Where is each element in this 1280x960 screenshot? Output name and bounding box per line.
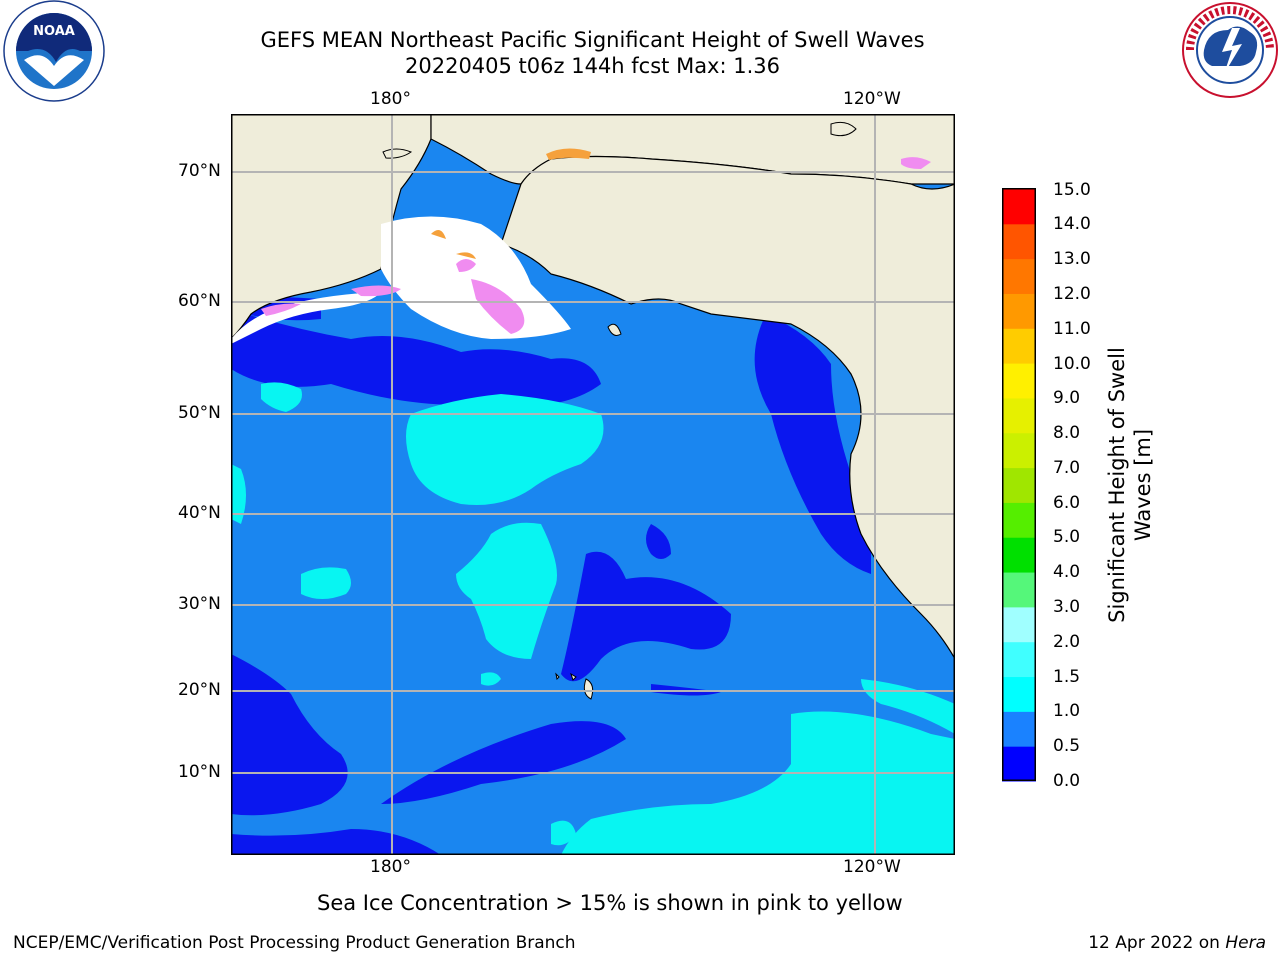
cbar-tick-0: 0.0 [1053, 771, 1081, 791]
colorbar-segment [1002, 328, 1036, 364]
cbar-tick-8: 8.0 [1053, 423, 1081, 443]
lat-label-20n: 20°N [178, 680, 221, 700]
cbar-tick-10: 10.0 [1053, 354, 1091, 374]
cbar-tick-1: 1.0 [1053, 701, 1081, 721]
sea-ice [261, 148, 931, 334]
colorbar [1002, 188, 1036, 782]
colorbar-segment [1002, 537, 1036, 573]
footer-date: 12 Apr 2022 on Hera [1088, 933, 1266, 953]
colorbar-segment [1002, 572, 1036, 608]
lon-label-top-120w: 120°W [843, 89, 901, 109]
lat-label-70n: 70°N [178, 161, 221, 181]
colorbar-segment [1002, 606, 1036, 643]
colorbar-segment [1002, 293, 1036, 329]
colorbar-segment [1002, 189, 1036, 225]
map-frame [231, 114, 955, 855]
cbar-tick-7: 7.0 [1053, 458, 1081, 478]
cbar-tick-13: 13.0 [1053, 249, 1091, 269]
lat-label-40n: 40°N [178, 503, 221, 523]
colorbar-segment [1002, 258, 1036, 294]
lat-label-30n: 30°N [178, 594, 221, 614]
high-wave-regions [231, 382, 955, 855]
cbar-tick-15: 15.0 [1053, 180, 1091, 200]
cbar-tick-1-5: 1.5 [1053, 667, 1081, 687]
lon-label-top-180: 180° [370, 89, 411, 109]
lat-label-60n: 60°N [178, 291, 221, 311]
colorbar-segment [1002, 676, 1036, 712]
svg-text:NOAA: NOAA [33, 24, 75, 39]
cbar-tick-14: 14.0 [1053, 214, 1091, 234]
footer-date-text: 12 Apr 2022 on [1088, 933, 1226, 953]
lon-label-bottom-180: 180° [370, 857, 411, 877]
sea-ice-note: Sea Ice Concentration > 15% is shown in … [317, 891, 903, 915]
cbar-tick-0-5: 0.5 [1053, 736, 1081, 756]
colorbar-segment [1002, 363, 1036, 399]
colorbar-segment [1002, 223, 1036, 260]
colorbar-segment [1002, 711, 1036, 747]
graticule [231, 114, 955, 855]
lat-label-10n: 10°N [178, 762, 221, 782]
bering-white-area [381, 216, 571, 339]
cbar-tick-2: 2.0 [1053, 632, 1081, 652]
cbar-tick-4: 4.0 [1053, 562, 1081, 582]
cbar-tick-11: 11.0 [1053, 319, 1091, 339]
cbar-tick-3: 3.0 [1053, 597, 1081, 617]
chart-title-line2: 20220405 t06z 144h fcst Max: 1.36 [405, 54, 780, 78]
lat-label-50n: 50°N [178, 403, 221, 423]
colorbar-segment [1002, 502, 1036, 538]
cbar-tick-5: 5.0 [1053, 527, 1081, 547]
noaa-logo: NOAA [3, 0, 105, 102]
map-panel [231, 114, 955, 855]
islands [382, 121, 857, 700]
colorbar-segment [1002, 432, 1036, 469]
lon-label-bottom-120w: 120°W [843, 857, 901, 877]
cbar-tick-12: 12.0 [1053, 284, 1091, 304]
cbar-tick-6: 6.0 [1053, 493, 1081, 513]
footer-host: Hera [1225, 933, 1266, 953]
colorbar-label: Significant Height of Swell Waves [m] [1105, 347, 1155, 623]
nws-logo [1182, 2, 1278, 98]
chart-title-line1: GEFS MEAN Northeast Pacific Significant … [260, 28, 925, 52]
footer-branch: NCEP/EMC/Verification Post Processing Pr… [13, 933, 576, 953]
colorbar-segment [1002, 641, 1036, 678]
colorbar-segment [1002, 467, 1036, 503]
cbar-tick-9: 9.0 [1053, 388, 1081, 408]
colorbar-segment [1002, 397, 1036, 434]
colorbar-segment [1002, 746, 1036, 782]
